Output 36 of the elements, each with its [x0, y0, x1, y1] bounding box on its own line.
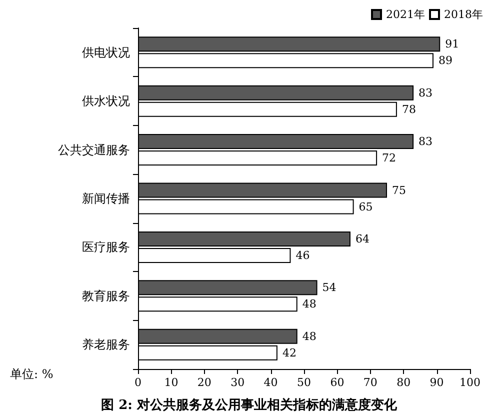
data-label: 54	[322, 281, 336, 294]
legend-label: 2018年	[444, 8, 484, 21]
x-tick-label: 100	[460, 376, 480, 389]
data-label: 75	[392, 184, 406, 197]
y-tick-label: 养老服务	[82, 338, 130, 352]
legend-label: 2021年	[386, 8, 426, 21]
data-label: 89	[438, 54, 452, 68]
x-tick-label: 70	[363, 376, 378, 389]
x-tick-label: 10	[164, 376, 178, 389]
y-tick-label: 供电状况	[82, 45, 130, 60]
data-label: 46	[296, 248, 310, 262]
data-label: 42	[282, 346, 296, 360]
data-label: 48	[302, 298, 316, 311]
data-label: 83	[418, 86, 433, 100]
data-label: 91	[445, 38, 460, 51]
text: 单位: %	[10, 367, 54, 381]
y-tick-label: 医疗服务	[82, 240, 130, 254]
x-tick-label: 20	[197, 376, 212, 389]
x-tick-label: 40	[264, 376, 278, 389]
text: 图 2: 对公共服务及公用事业相关指标的满意度变化	[101, 397, 398, 413]
data-label: 83	[418, 135, 433, 148]
x-tick-label: 50	[297, 376, 311, 389]
data-label: 65	[358, 200, 373, 214]
data-label: 48	[302, 330, 316, 343]
y-tick-label: 公共交通服务	[58, 142, 130, 157]
x-tick-label: 90	[430, 376, 444, 389]
data-label: 64	[355, 232, 370, 246]
y-tick-label: 教育服务	[82, 288, 130, 303]
x-tick-label: 30	[230, 376, 245, 389]
data-label: 72	[382, 152, 396, 165]
y-tick-label: 新闻传播	[82, 192, 130, 206]
y-tick-label: 供水状况	[82, 94, 130, 108]
x-tick-label: 0	[134, 376, 142, 389]
x-tick-label: 80	[396, 376, 411, 389]
x-tick-label: 60	[330, 376, 344, 389]
data-label: 78	[402, 102, 416, 116]
